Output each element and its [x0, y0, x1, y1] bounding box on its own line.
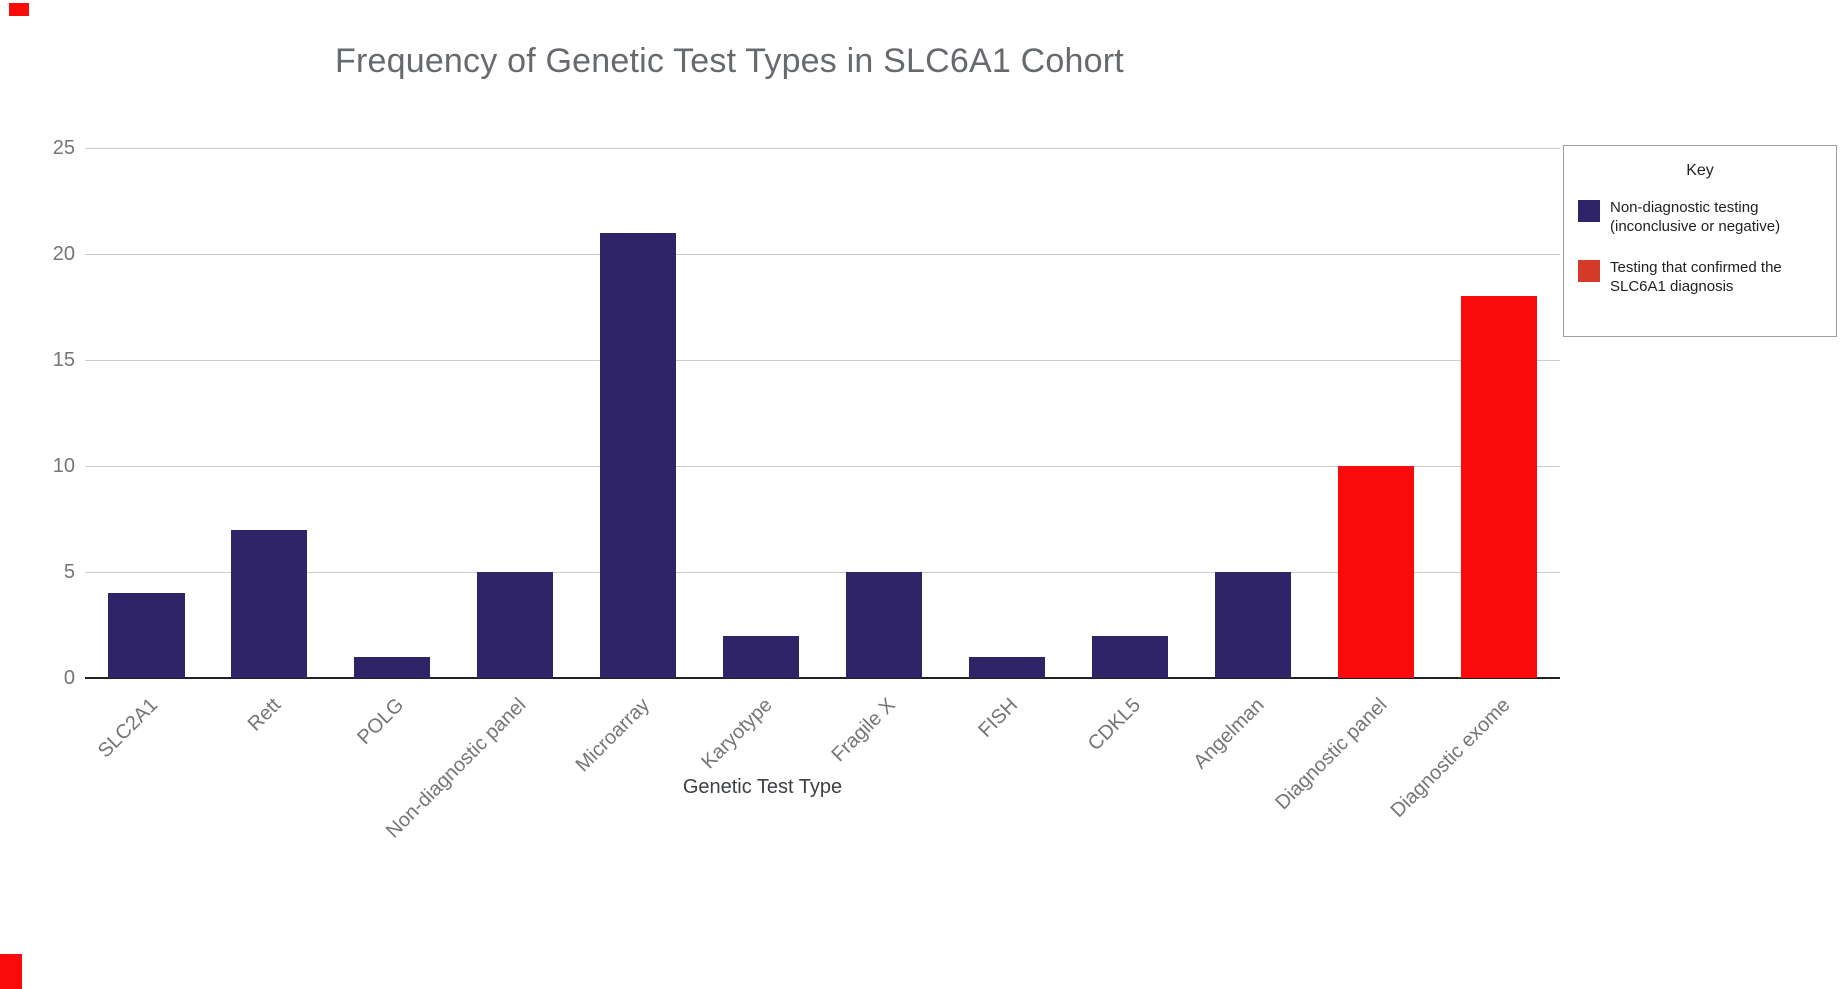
y-tick-label-15: 15 — [52, 349, 75, 371]
red-marker-bottom-left — [0, 954, 22, 989]
bar-slot-diagnostic-panel — [1314, 148, 1437, 678]
x-tick-label-karyotype: Karyotype — [697, 694, 777, 774]
x-axis-line — [85, 677, 1560, 679]
y-tick-label-25: 25 — [52, 137, 75, 159]
x-axis-title: Genetic Test Type — [682, 776, 843, 798]
legend-label-1: Testing that confirmed the SLC6A1 diagno… — [1610, 259, 1782, 295]
y-axis: 0 5 10 15 20 25 — [18, 137, 75, 689]
bar-slot-diagnostic-exome — [1437, 148, 1560, 678]
bar-non-diagnostic-panel — [477, 572, 554, 678]
bar-slot-karyotype — [700, 148, 823, 678]
legend-title: Key — [1686, 162, 1714, 179]
x-tick-label-polg: POLG — [352, 694, 408, 749]
bar-diagnostic-panel — [1337, 466, 1414, 678]
legend-item-0: Non-diagnostic testing (inconclusive or … — [1564, 198, 1836, 258]
x-tick-label-non-diagnostic-panel: Non-diagnostic panel — [382, 694, 531, 843]
x-tick-label-slc2a1: SLC2A1 — [93, 694, 163, 763]
bar-cdkl5 — [1091, 635, 1168, 678]
x-tick-label-microarray: Microarray — [571, 694, 654, 777]
bar-polg — [354, 656, 431, 678]
gridline-15 — [85, 359, 1560, 361]
x-tick-label-diagnostic-exome: Diagnostic exome — [1386, 694, 1515, 822]
gridline-25 — [85, 147, 1560, 149]
bar-slot-microarray — [577, 148, 700, 678]
x-tick-label-cdkl5: CDKL5 — [1084, 694, 1146, 756]
bar-slot-polg — [331, 148, 454, 678]
bar-slot-slc2a1 — [85, 148, 208, 678]
y-tick-label-5: 5 — [63, 561, 75, 583]
gridline-5 — [85, 571, 1560, 573]
legend-swatch-1 — [1578, 260, 1600, 282]
bar-slot-cdkl5 — [1068, 148, 1191, 678]
x-tick-label-angelman: Angelman — [1189, 694, 1269, 774]
legend-item-1: Testing that confirmed the SLC6A1 diagno… — [1564, 258, 1836, 318]
bar-slc2a1 — [108, 593, 185, 678]
bar-slot-angelman — [1191, 148, 1314, 678]
legend: Key Non-diagnostic testing (inconclusive… — [1563, 145, 1837, 337]
bar-slot-rett — [208, 148, 331, 678]
plot-area: SLC2A1 Rett POLG Non-diagnostic panel Microa… — [85, 147, 1560, 842]
gridline-20 — [85, 253, 1560, 255]
legend-label-0: Non-diagnostic testing (inconclusive or … — [1610, 199, 1781, 235]
bar-karyotype — [722, 635, 800, 678]
chart-title: Frequency of Genetic Test Types in SLC6A… — [335, 42, 1124, 80]
red-marker-top-left — [9, 3, 29, 16]
bar-fish — [968, 656, 1046, 678]
legend-swatch-0 — [1578, 200, 1600, 222]
bar-slot-fragile-x — [823, 148, 946, 678]
y-tick-label-10: 10 — [52, 455, 75, 477]
x-tick-label-fragile-x: Fragile X — [827, 694, 900, 767]
bar-fragile-x — [845, 572, 923, 678]
y-tick-label-20: 20 — [52, 243, 75, 265]
bar-slot-fish — [945, 148, 1068, 678]
gridline-10 — [85, 465, 1560, 467]
bar-diagnostic-exome — [1460, 296, 1537, 678]
bar-microarray — [600, 232, 677, 678]
bars-row — [85, 148, 1560, 678]
bar-angelman — [1214, 572, 1291, 678]
x-tick-label-rett: Rett — [243, 694, 285, 736]
legend-items: Non-diagnostic testing (inconclusive or … — [1564, 198, 1836, 318]
bar-slot-non-diagnostic-panel — [454, 148, 577, 678]
bar-rett — [231, 529, 308, 678]
y-tick-label-0: 0 — [63, 667, 75, 689]
x-tick-label-fish: FISH — [974, 694, 1023, 742]
